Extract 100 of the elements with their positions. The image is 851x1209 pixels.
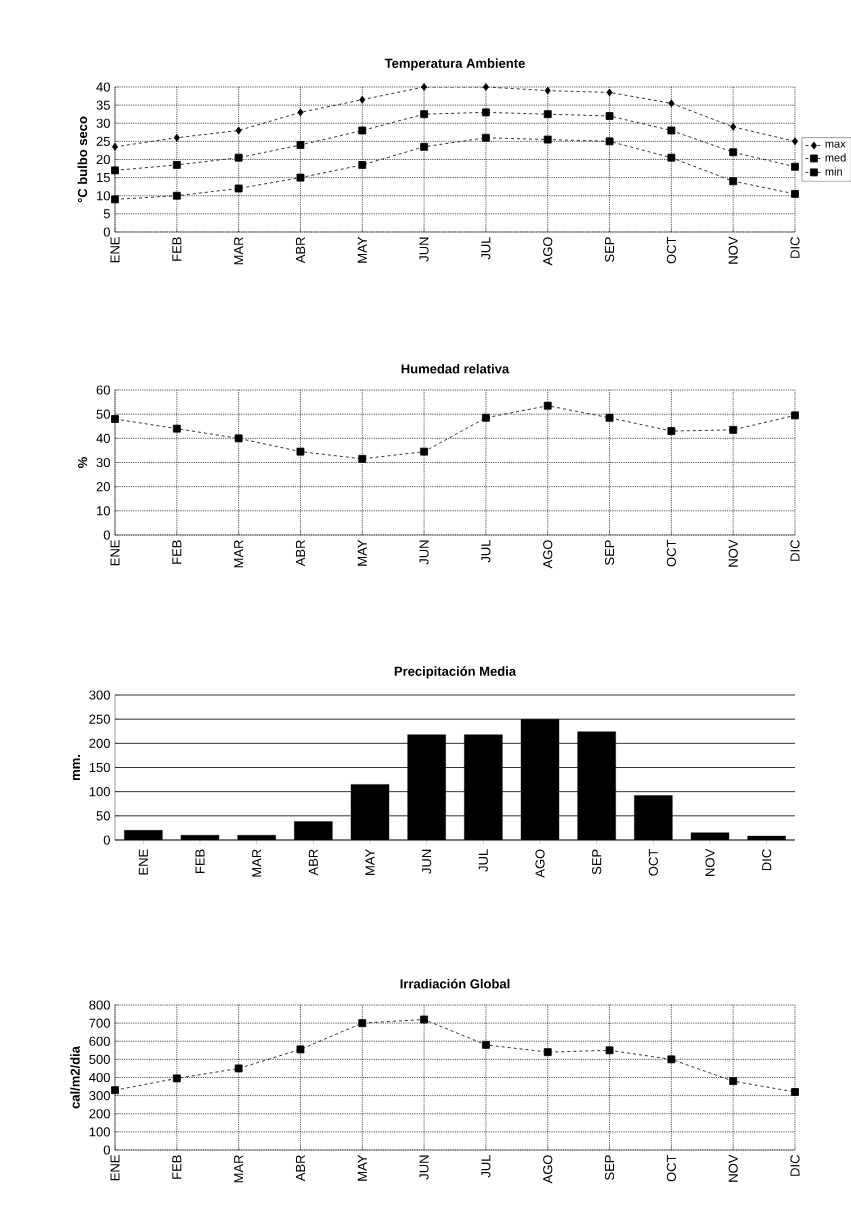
point	[358, 126, 366, 135]
point	[419, 110, 428, 119]
x-tick-label: MAR	[233, 540, 243, 568]
x-tick-label: MAR	[233, 237, 243, 265]
x-tick-label: MAY	[357, 539, 367, 566]
x-tick-label: JUN	[419, 1155, 429, 1180]
point	[481, 133, 490, 142]
x-tick-label: ABR	[295, 1155, 305, 1182]
y-tick-label: 500	[89, 1054, 110, 1064]
x-tick-label: NOV	[705, 848, 715, 876]
point	[481, 108, 490, 117]
x-tick-label: AGO	[542, 540, 553, 569]
point	[605, 413, 614, 422]
y-tick-label: 25	[96, 136, 110, 146]
point	[297, 108, 304, 117]
point	[173, 133, 180, 142]
x-tick-label: OCT	[666, 1154, 676, 1182]
point	[729, 425, 737, 434]
x-tick-label: DIC	[790, 1155, 800, 1176]
y-tick-label: 40	[96, 433, 110, 443]
x-tick-label: NOV	[728, 236, 738, 264]
y-tick-label: 600	[89, 1036, 110, 1046]
point	[419, 447, 428, 456]
point	[668, 99, 675, 108]
y-tick-label: 50	[96, 811, 110, 821]
y-tick-label: 20	[96, 482, 110, 492]
point	[172, 191, 181, 200]
x-tick-label: JUL	[481, 539, 491, 563]
point	[543, 110, 552, 119]
x-tick-label: JUN	[421, 849, 431, 874]
y-tick-label: 5	[103, 209, 110, 219]
y-tick-label: 0	[103, 227, 110, 237]
y-tick-label: 250	[89, 714, 110, 724]
y-tick-label: 100	[89, 787, 110, 797]
y-tick-label: 30	[96, 457, 110, 468]
x-tick-label: SEP	[604, 540, 614, 565]
x-tick-label: DIC	[761, 849, 772, 871]
y-tick-label: 400	[88, 1072, 110, 1083]
point	[790, 1088, 799, 1096]
legend-label: min	[825, 167, 842, 176]
y-tick-label: 0	[103, 530, 110, 540]
x-tick-label: JUN	[419, 540, 429, 565]
x-tick-label: OCT	[648, 849, 658, 876]
point	[667, 1055, 676, 1064]
point	[296, 173, 305, 182]
point	[110, 195, 119, 204]
point	[296, 447, 305, 456]
y-tick-label: 300	[89, 1091, 110, 1101]
x-tick-label: ENE	[138, 849, 148, 875]
x-tick-label: ABR	[295, 540, 305, 567]
point	[790, 190, 799, 198]
x-tick-label: JUL	[478, 849, 488, 872]
y-tick-label: 50	[96, 409, 110, 419]
point	[419, 142, 428, 151]
point	[791, 137, 798, 146]
x-tick-label: FEB	[172, 540, 182, 564]
point	[481, 1040, 490, 1049]
point	[419, 1015, 428, 1024]
y-tick-label: 10	[96, 506, 110, 516]
point	[729, 122, 736, 131]
x-tick-label: ABR	[295, 237, 305, 264]
x-tick-label: JUL	[481, 1154, 491, 1178]
y-tick-label: 35	[96, 100, 110, 110]
y-tick-label: 10	[96, 191, 110, 201]
x-tick-label: JUN	[419, 237, 429, 262]
y-axis-title: mm.	[72, 755, 80, 780]
x-tick-label: MAR	[251, 849, 261, 877]
point	[667, 153, 676, 162]
point	[729, 148, 737, 157]
point	[605, 137, 614, 146]
point	[605, 1046, 614, 1055]
point	[605, 112, 614, 120]
x-tick-label: AGO	[535, 849, 545, 878]
legend-label: max	[825, 141, 846, 148]
point	[234, 434, 243, 443]
point	[296, 1045, 305, 1054]
point	[234, 184, 243, 193]
point	[358, 454, 366, 463]
x-tick-label: ENE	[110, 540, 120, 566]
y-tick-label: 0	[103, 1145, 110, 1155]
y-tick-label: 800	[89, 1000, 110, 1010]
x-tick-label: OCT	[666, 236, 676, 264]
point	[235, 126, 242, 135]
point	[420, 83, 427, 91]
point	[172, 424, 181, 433]
point	[111, 142, 118, 151]
point	[110, 1086, 119, 1095]
x-tick-label: ENE	[110, 1155, 120, 1181]
point	[543, 1048, 552, 1057]
point	[729, 177, 737, 186]
x-tick-label: AGO	[542, 1155, 553, 1184]
chart-title: Irradiación Global	[400, 978, 510, 989]
point	[110, 166, 119, 175]
chart-title: Humedad relativa	[401, 363, 510, 374]
point	[172, 161, 181, 169]
point	[110, 415, 119, 423]
point	[606, 88, 613, 97]
x-tick-label: NOV	[728, 1154, 738, 1182]
y-tick-label: 20	[96, 154, 110, 165]
x-tick-label: SEP	[604, 237, 614, 262]
